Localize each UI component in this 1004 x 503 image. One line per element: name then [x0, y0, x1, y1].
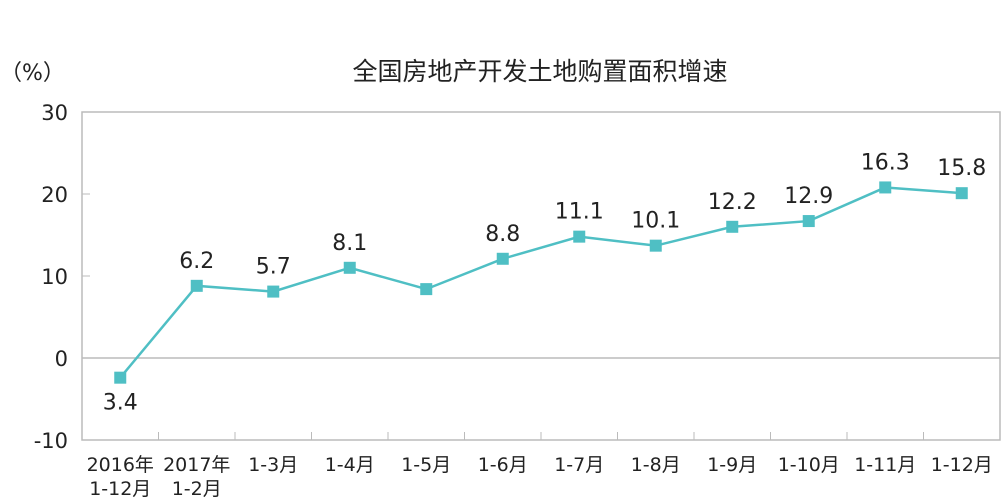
data-label: 8.8: [485, 222, 520, 247]
x-tick-label: 1-2月: [172, 478, 222, 500]
data-point: [496, 252, 509, 265]
data-point: [573, 230, 586, 243]
x-tick-label: 1-12月: [931, 454, 993, 476]
series-line: [119, 186, 962, 379]
data-label: 6.2: [179, 249, 214, 274]
x-tick-label: 1-7月: [554, 454, 604, 476]
x-tick-label: 1-11月: [854, 454, 916, 476]
x-tick-label: 1-3月: [248, 454, 298, 476]
x-tick-label: 2017年: [163, 454, 230, 476]
data-label: 11.1: [555, 200, 604, 225]
x-tick-label: 1-6月: [478, 454, 528, 476]
data-label: 3.4: [103, 391, 138, 416]
x-tick-label: 1-8月: [631, 454, 681, 476]
y-tick-label: 0: [55, 347, 68, 371]
data-point: [420, 283, 433, 296]
data-label: 12.9: [784, 184, 833, 209]
y-tick-label: 10: [41, 265, 68, 289]
data-point: [114, 371, 127, 384]
data-label: 15.8: [937, 156, 986, 181]
y-tick-label: 20: [41, 183, 68, 207]
data-label: 12.2: [708, 190, 757, 215]
data-label: 8.1: [332, 231, 367, 256]
data-label: 16.3: [861, 150, 910, 175]
y-tick-label: 30: [41, 101, 68, 125]
data-point: [343, 261, 356, 274]
x-tick-label: 2016年: [87, 454, 154, 476]
x-tick-label: 1-10月: [778, 454, 840, 476]
x-tick-label: 1-9月: [707, 454, 757, 476]
data-point: [649, 239, 662, 252]
x-tick-label: 1-4月: [325, 454, 375, 476]
chart-title: 全国房地产开发土地购置面积增速: [352, 57, 727, 86]
data-point: [267, 285, 280, 298]
data-point: [802, 215, 815, 228]
y-tick-label: -10: [34, 429, 68, 453]
data-point: [955, 187, 968, 200]
data-point: [726, 220, 739, 233]
data-label: 5.7: [256, 255, 291, 280]
data-point: [879, 181, 892, 194]
data-label: 10.1: [631, 209, 680, 234]
y-axis-label: （%）: [0, 61, 65, 86]
x-tick-label: 1-5月: [401, 454, 451, 476]
data-point: [190, 279, 203, 292]
x-tick-label: 1-12月: [89, 478, 151, 500]
